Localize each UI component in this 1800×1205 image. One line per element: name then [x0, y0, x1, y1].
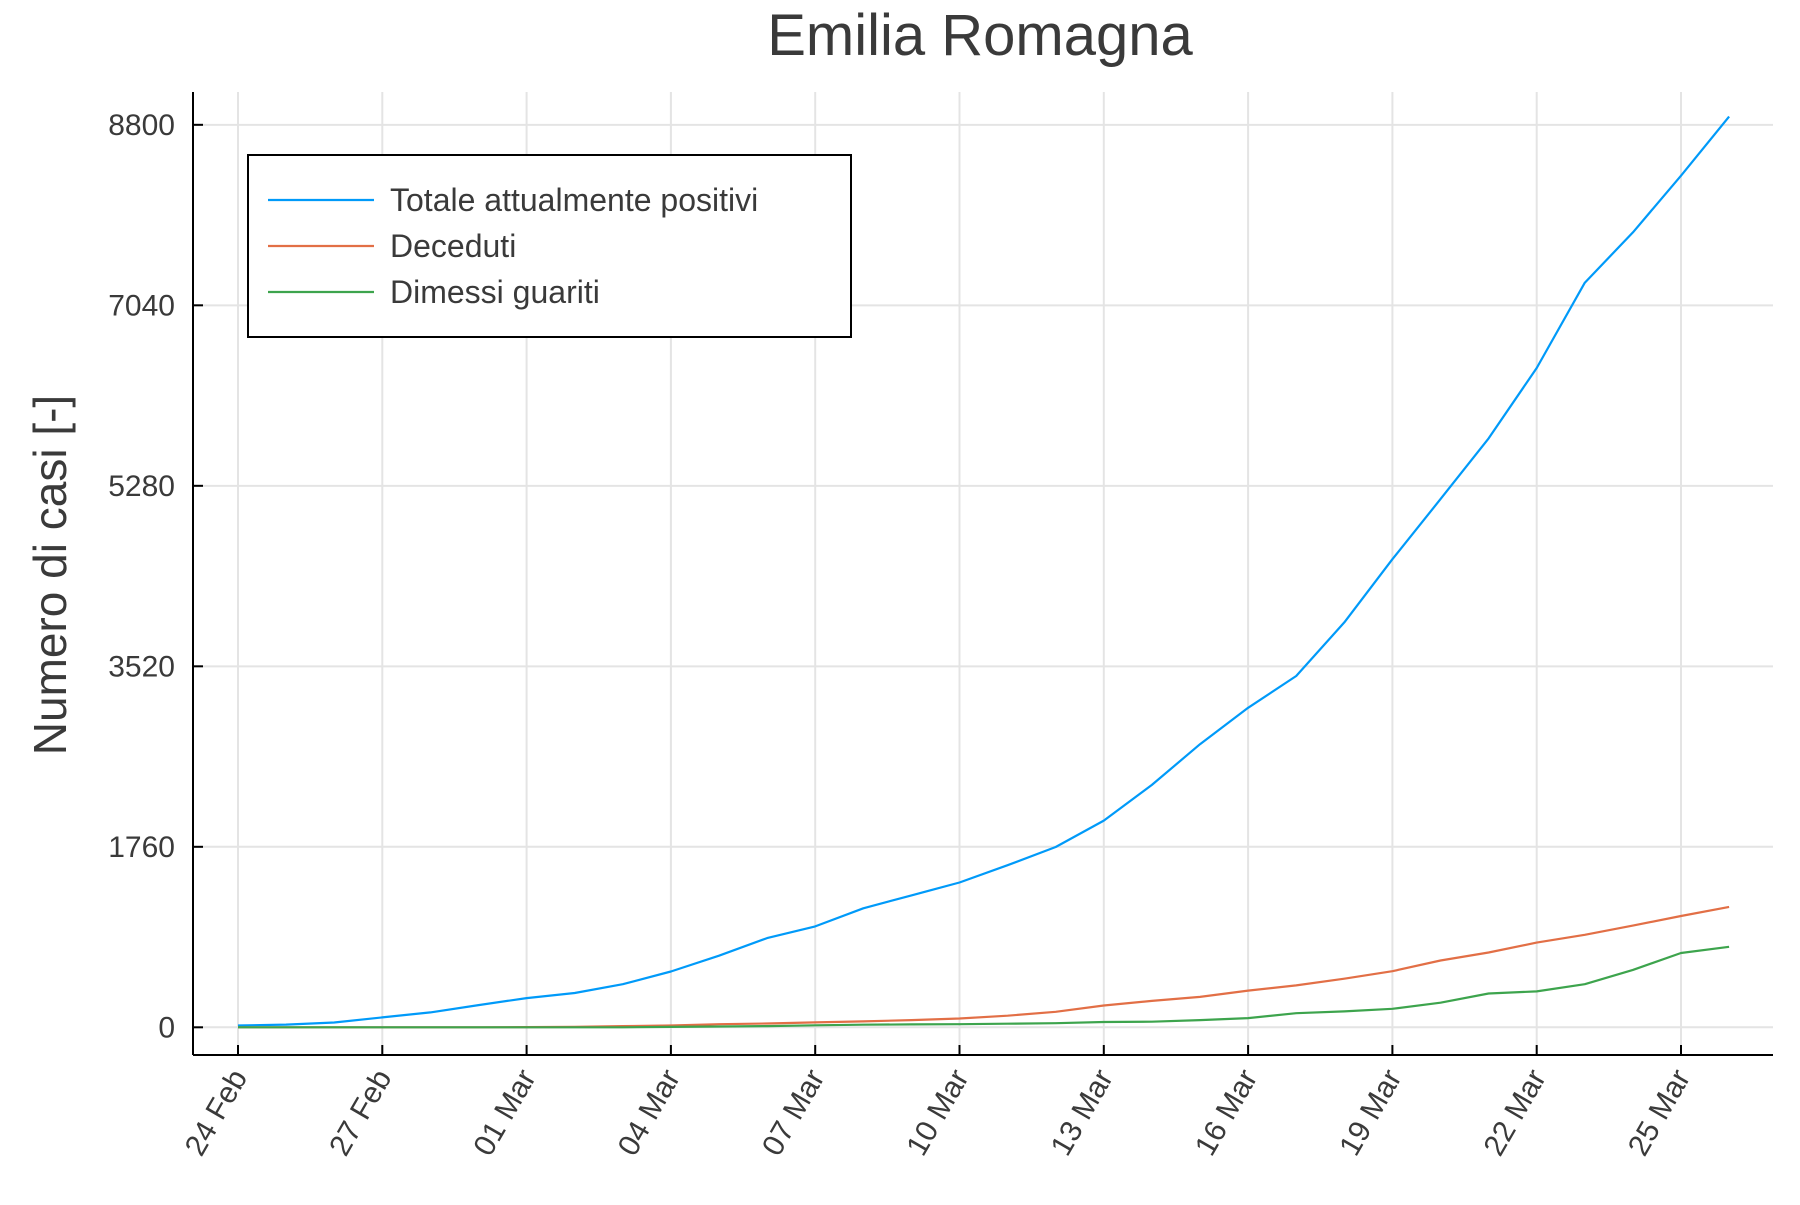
x-tick-label: 01 Mar — [467, 1064, 542, 1161]
chart-title: Emilia Romagna — [767, 3, 1193, 68]
x-tick-label: 07 Mar — [756, 1064, 831, 1161]
y-tick-label: 1760 — [108, 831, 175, 864]
y-tick-label: 7040 — [108, 289, 175, 322]
axes — [192, 92, 1773, 1056]
x-tick-label: 25 Mar — [1622, 1064, 1697, 1161]
x-tick-label: 22 Mar — [1477, 1064, 1552, 1161]
legend-label-2: Deceduti — [390, 228, 516, 264]
series — [237, 115, 1730, 1029]
x-tick-label: 24 Feb — [179, 1064, 254, 1161]
y-axis-label: Numero di casi [-] — [24, 395, 76, 755]
legend: Totale attualmente positivi Deceduti Dimes… — [247, 154, 852, 338]
series-line-1 — [237, 115, 1730, 1027]
x-tick-label: 10 Mar — [900, 1064, 975, 1161]
legend-label-1: Totale attualmente positivi — [390, 182, 758, 218]
y-tick-label: 8800 — [108, 109, 175, 142]
y-tick-label: 3520 — [108, 650, 175, 683]
y-tick-label: 5280 — [108, 470, 175, 503]
x-tick-label: 19 Mar — [1333, 1064, 1408, 1161]
y-tick-label: 0 — [158, 1011, 175, 1044]
x-tick-label: 04 Mar — [612, 1064, 687, 1161]
legend-label-3: Dimessi guariti — [390, 274, 600, 310]
series-line-2 — [238, 905, 1730, 1029]
x-tick-label: 16 Mar — [1189, 1064, 1264, 1161]
series-line-3 — [238, 945, 1730, 1029]
x-tick-label: 27 Feb — [323, 1064, 398, 1161]
x-tick-label: 13 Mar — [1045, 1064, 1120, 1161]
